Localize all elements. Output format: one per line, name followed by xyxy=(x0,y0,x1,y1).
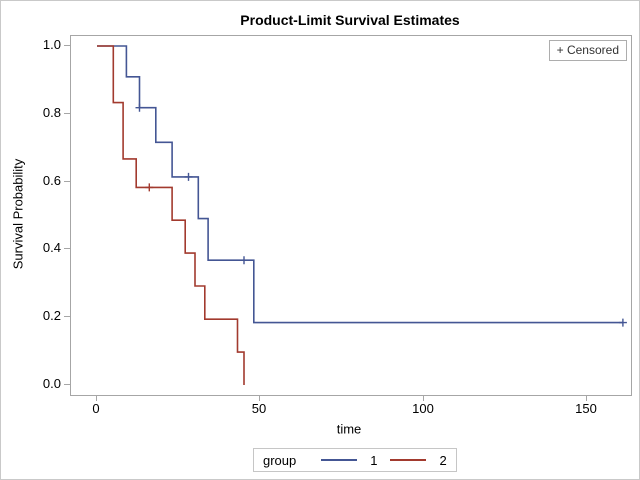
x-tick-label: 50 xyxy=(251,401,267,416)
legend-label-group-1: 1 xyxy=(370,452,378,468)
y-tick-label: 0.4 xyxy=(42,240,61,255)
legend-label-group-2: 2 xyxy=(439,452,447,468)
survival-curves-canvas xyxy=(97,45,627,385)
x-axis-title: time xyxy=(336,421,362,437)
survival-curve-group-1 xyxy=(97,45,623,324)
censor-mark-group-2 xyxy=(145,183,154,192)
y-tick-label: 0.0 xyxy=(42,376,61,391)
censor-mark-group-1 xyxy=(184,172,193,181)
x-tick-mark xyxy=(586,395,587,401)
y-tick-mark xyxy=(64,316,70,317)
y-tick-label: 0.6 xyxy=(42,173,61,188)
censored-legend-box: + Censored xyxy=(548,40,627,61)
y-tick-mark xyxy=(64,113,70,114)
legend-line-group-2 xyxy=(390,459,427,461)
plot-title: Product-Limit Survival Estimates xyxy=(240,12,460,28)
x-tick-mark xyxy=(423,395,424,401)
legend-title: group xyxy=(263,452,297,468)
y-tick-label: 0.8 xyxy=(42,105,61,120)
legend-line-group-1 xyxy=(321,459,358,461)
censored-legend-label: + Censored xyxy=(556,43,619,57)
x-tick-label: 0 xyxy=(92,401,100,416)
x-tick-label: 150 xyxy=(575,401,597,416)
censor-mark-group-1 xyxy=(240,256,248,265)
y-tick-label: 0.2 xyxy=(42,308,61,323)
x-tick-mark xyxy=(96,395,97,401)
y-tick-mark xyxy=(64,384,70,385)
y-tick-mark xyxy=(64,248,70,249)
y-tick-label: 1.0 xyxy=(42,37,61,52)
y-tick-mark xyxy=(64,181,70,182)
x-tick-mark xyxy=(259,395,260,401)
survival-curve-group-2 xyxy=(97,45,245,385)
plot-area: + Censored xyxy=(70,35,632,396)
censor-mark-group-1 xyxy=(618,318,627,327)
y-tick-mark xyxy=(64,45,70,46)
x-tick-label: 100 xyxy=(412,401,434,416)
censor-mark-group-1 xyxy=(135,103,144,112)
